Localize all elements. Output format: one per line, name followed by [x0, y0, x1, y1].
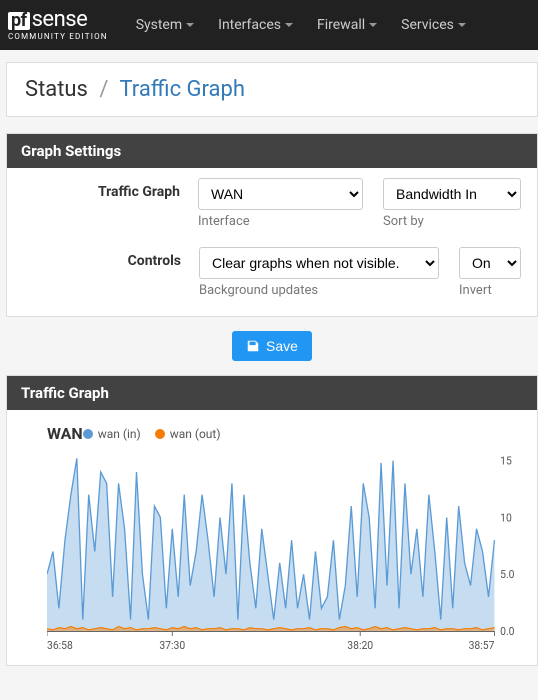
nav-item-services[interactable]: Services — [389, 2, 478, 48]
nav-item-system[interactable]: System — [124, 2, 206, 48]
field-help: Background updates — [199, 283, 439, 298]
legend-item: wan (in) — [83, 427, 141, 441]
legend-dot-icon — [155, 429, 165, 439]
save-icon — [246, 339, 260, 353]
legend-label: wan (out) — [170, 427, 221, 441]
top-navbar: pf sense COMMUNITY EDITION System Interfa… — [0, 0, 538, 50]
panel-header: Graph Settings — [7, 134, 537, 168]
field-help: Interface — [198, 214, 363, 229]
svg-text:38:57: 38:57 — [469, 639, 495, 652]
chevron-down-icon — [285, 23, 293, 27]
nav-item-firewall[interactable]: Firewall — [305, 2, 389, 48]
svg-text:37:30: 37:30 — [159, 639, 185, 652]
select-interface[interactable]: WAN — [198, 178, 363, 210]
svg-text:38:20: 38:20 — [347, 639, 373, 652]
svg-text:15: 15 — [500, 454, 512, 467]
panel-header: Traffic Graph — [7, 376, 537, 410]
select-bgupdates[interactable]: Clear graphs when not visible. — [199, 247, 439, 279]
select-invert[interactable]: On — [459, 247, 521, 279]
traffic-chart: 36:58 37:30 38:20 38:57 15 10 5.0 0.0 — [47, 449, 519, 659]
chevron-down-icon — [458, 23, 466, 27]
nav-item-interfaces[interactable]: Interfaces — [206, 2, 305, 48]
breadcrumb: Status / Traffic Graph — [6, 62, 538, 117]
panel-traffic-graph: Traffic Graph WAN wan (in) wan (out) 36:5… — [6, 375, 538, 666]
nav-label: Firewall — [317, 17, 365, 33]
chevron-down-icon — [186, 23, 194, 27]
logo-secondary: sense — [32, 9, 88, 31]
logo[interactable]: pf sense COMMUNITY EDITION — [8, 9, 108, 41]
chart-legend: wan (in) wan (out) — [83, 427, 221, 441]
nav-label: System — [136, 17, 182, 33]
svg-text:5.0: 5.0 — [500, 568, 514, 581]
row-label: Controls — [23, 247, 199, 269]
form-row: Traffic GraphWAN Interface Bandwidth In Sor… — [23, 178, 521, 229]
field-help: Invert — [459, 283, 521, 298]
save-label: Save — [266, 338, 298, 354]
select-sortby[interactable]: Bandwidth In — [383, 178, 521, 210]
legend-item: wan (out) — [155, 427, 221, 441]
breadcrumb-root[interactable]: Status — [25, 77, 88, 102]
logo-subtitle: COMMUNITY EDITION — [8, 33, 108, 41]
field-help: Sort by — [383, 214, 521, 229]
panel-graph-settings: Graph Settings Traffic GraphWAN Interface… — [6, 133, 538, 317]
legend-dot-icon — [83, 429, 93, 439]
form-row: ControlsClear graphs when not visible. Ba… — [23, 247, 521, 298]
nav-label: Services — [401, 17, 454, 33]
svg-text:10: 10 — [500, 511, 512, 524]
svg-text:36:58: 36:58 — [47, 639, 73, 652]
chevron-down-icon — [369, 23, 377, 27]
breadcrumb-sep: / — [99, 77, 108, 102]
legend-label: wan (in) — [98, 427, 141, 441]
save-button[interactable]: Save — [232, 331, 312, 361]
row-label: Traffic Graph — [23, 178, 198, 200]
nav-label: Interfaces — [218, 17, 281, 33]
chart-interface-label: WAN — [47, 424, 83, 443]
logo-primary: pf — [8, 12, 30, 30]
svg-text:0.0: 0.0 — [500, 625, 514, 638]
breadcrumb-current: Traffic Graph — [119, 77, 245, 102]
